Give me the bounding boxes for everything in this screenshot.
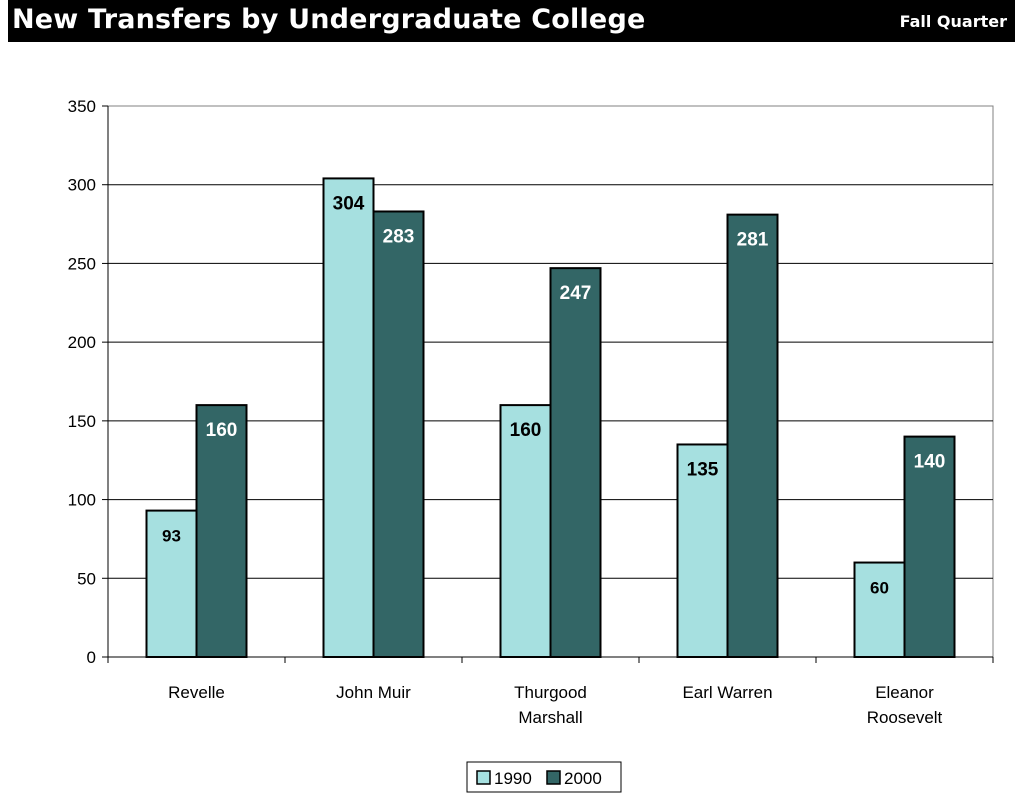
- bar-1990-4: [853, 561, 906, 658]
- x-tick-label: Roosevelt: [867, 708, 943, 727]
- bar-1990-2: [499, 404, 552, 658]
- bar-2000-2: [549, 267, 602, 658]
- y-tick-label: 250: [68, 254, 96, 273]
- x-tick-label: Marshall: [518, 708, 582, 727]
- bar-2000-1: [372, 210, 425, 658]
- bar-1990-0: [145, 509, 198, 658]
- data-label: 247: [560, 283, 592, 304]
- y-tick-label: 350: [68, 97, 96, 116]
- chart-header: New Transfers by Undergraduate College F…: [8, 0, 1015, 42]
- data-label: 140: [914, 452, 946, 473]
- data-label: 160: [206, 420, 238, 441]
- data-label: 60: [870, 579, 889, 598]
- bar-2000-4: [903, 435, 956, 658]
- x-tick-label: Earl Warren: [682, 683, 772, 702]
- y-tick-label: 0: [87, 648, 96, 667]
- y-tick-label: 50: [77, 569, 96, 588]
- y-tick-label: 100: [68, 491, 96, 510]
- bar-2000-3: [726, 213, 779, 659]
- x-tick-label: Thurgood: [514, 683, 587, 702]
- y-tick-label: 200: [68, 333, 96, 352]
- legend: [466, 761, 622, 793]
- legend-swatch-1990: [476, 770, 491, 785]
- x-tick-label: John Muir: [336, 683, 411, 702]
- data-label: 160: [510, 420, 542, 441]
- legend-swatch-2000: [546, 770, 561, 785]
- y-tick-label: 300: [68, 176, 96, 195]
- data-label: 135: [687, 459, 719, 480]
- chart-title: New Transfers by Undergraduate College: [12, 4, 646, 35]
- x-tick-label: Eleanor: [875, 683, 934, 702]
- data-label: 93: [162, 527, 181, 546]
- legend-label-1990: 1990: [494, 769, 532, 788]
- data-label: 304: [333, 193, 365, 214]
- bar-2000-0: [195, 404, 248, 658]
- legend-label-2000: 2000: [564, 769, 602, 788]
- data-label: 283: [383, 226, 415, 247]
- x-tick-label: Revelle: [168, 683, 225, 702]
- data-label: 281: [737, 230, 769, 251]
- y-tick-label: 150: [68, 412, 96, 431]
- bar-1990-1: [322, 177, 375, 658]
- chart-subtitle: Fall Quarter: [899, 12, 1007, 31]
